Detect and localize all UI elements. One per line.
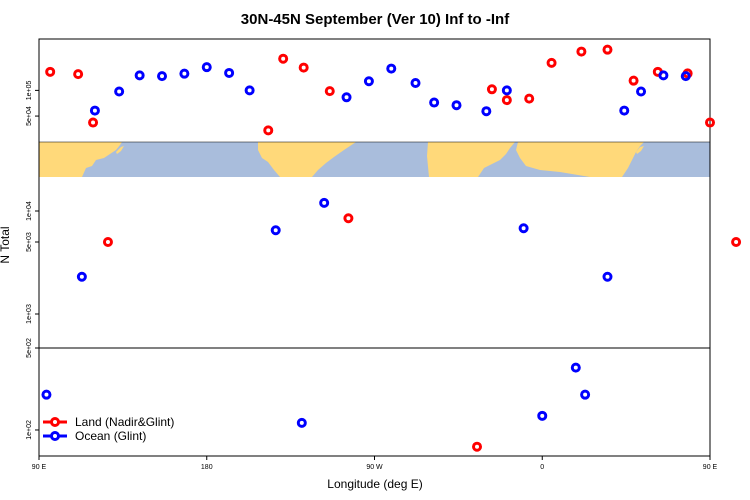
ocean-point-29 xyxy=(680,71,691,82)
ocean-point-17 xyxy=(429,97,440,108)
ocean-point-25 xyxy=(602,271,613,282)
map-land-4 xyxy=(427,142,515,177)
ocean-point-2 xyxy=(89,105,100,116)
plot-axes xyxy=(38,38,711,457)
land-point-16 xyxy=(628,75,639,86)
ocean-point-14 xyxy=(363,76,374,87)
map-land-5 xyxy=(516,142,644,177)
map-land-6 xyxy=(636,146,644,154)
ocean-point-19 xyxy=(481,106,492,117)
ocean-point-7 xyxy=(201,62,212,73)
ocean-point-16 xyxy=(410,78,421,89)
x-tick-label-1: 180 xyxy=(201,464,213,471)
ocean-point-3 xyxy=(114,86,125,97)
land-point-14 xyxy=(576,46,587,57)
data-points xyxy=(41,44,742,452)
y-tick-label-bottom-0: 1e+02 xyxy=(26,420,33,440)
ocean-point-8 xyxy=(224,67,235,78)
world-map-band xyxy=(39,142,710,177)
land-point-1 xyxy=(73,69,84,80)
ocean-point-5 xyxy=(157,71,168,82)
ocean-point-22 xyxy=(537,410,548,421)
land-point-3 xyxy=(102,237,113,248)
land-point-2 xyxy=(88,117,99,128)
x-axis-label: Longitude (deg E) xyxy=(327,477,422,491)
ocean-point-24 xyxy=(580,389,591,400)
ocean-point-12 xyxy=(319,197,330,208)
y-tick-label-middle-2: 1e+04 xyxy=(26,201,33,221)
x-tick-label-3: 0 xyxy=(540,464,544,471)
land-point-4 xyxy=(263,125,274,136)
y-axis-label: N Total xyxy=(0,226,12,263)
x-tick-label-2: 90 W xyxy=(366,464,383,471)
land-point-12 xyxy=(524,93,535,104)
chart-title: 30N-45N September (Ver 10) Inf to -Inf xyxy=(241,11,510,28)
plot-frame xyxy=(38,38,711,457)
ocean-point-10 xyxy=(270,225,281,236)
map-land-2 xyxy=(116,146,124,154)
land-point-11 xyxy=(501,95,512,106)
land-point-15 xyxy=(602,44,613,55)
ocean-point-11 xyxy=(296,417,307,428)
ocean-point-20 xyxy=(501,85,512,96)
ocean-point-9 xyxy=(244,85,255,96)
map-land-3 xyxy=(258,142,356,177)
y-tick-label-middle-1: 5e+03 xyxy=(26,232,33,252)
land-point-8 xyxy=(343,213,354,224)
ocean-point-21 xyxy=(518,223,529,234)
land-point-20 xyxy=(731,237,742,248)
ocean-point-4 xyxy=(134,70,145,81)
ocean-point-23 xyxy=(570,362,581,373)
y-tick-label-bottom-1: 5e+02 xyxy=(26,338,33,358)
legend-label-1: Ocean (Glint) xyxy=(75,429,146,443)
y-tick-label-top-1: 1e+05 xyxy=(26,80,33,100)
ocean-point-28 xyxy=(658,70,669,81)
ocean-point-18 xyxy=(451,100,462,111)
ocean-point-1 xyxy=(76,271,87,282)
ocean-point-0 xyxy=(41,389,52,400)
y-tick-label-middle-0: 1e+03 xyxy=(26,304,33,324)
land-point-9 xyxy=(472,441,483,452)
land-point-7 xyxy=(324,86,335,97)
ocean-point-27 xyxy=(636,86,647,97)
land-point-13 xyxy=(546,57,557,68)
legend-marker-0 xyxy=(50,417,60,427)
map-land-1 xyxy=(39,142,122,177)
land-point-10 xyxy=(486,84,497,95)
x-tick-label-4: 90 E xyxy=(703,464,718,471)
chart-legend: Land (Nadir&Glint)Ocean (Glint) xyxy=(43,415,174,443)
legend-label-0: Land (Nadir&Glint) xyxy=(75,415,174,429)
land-point-19 xyxy=(705,117,715,128)
y-tick-label-top-0: 5e+04 xyxy=(26,106,33,126)
x-tick-label-0: 90 E xyxy=(32,464,47,471)
ocean-point-26 xyxy=(619,105,630,116)
ocean-point-15 xyxy=(386,63,397,74)
land-point-0 xyxy=(45,66,56,77)
legend-marker-1 xyxy=(50,431,60,441)
land-point-6 xyxy=(298,62,309,73)
axis-ticks: 90 E 180 90 W 0 90 E 5e+04 1e+05 1e+03 5e+03 1e+0… xyxy=(26,80,718,471)
land-point-5 xyxy=(278,53,289,64)
ocean-point-13 xyxy=(341,92,352,103)
ocean-point-6 xyxy=(179,68,190,79)
